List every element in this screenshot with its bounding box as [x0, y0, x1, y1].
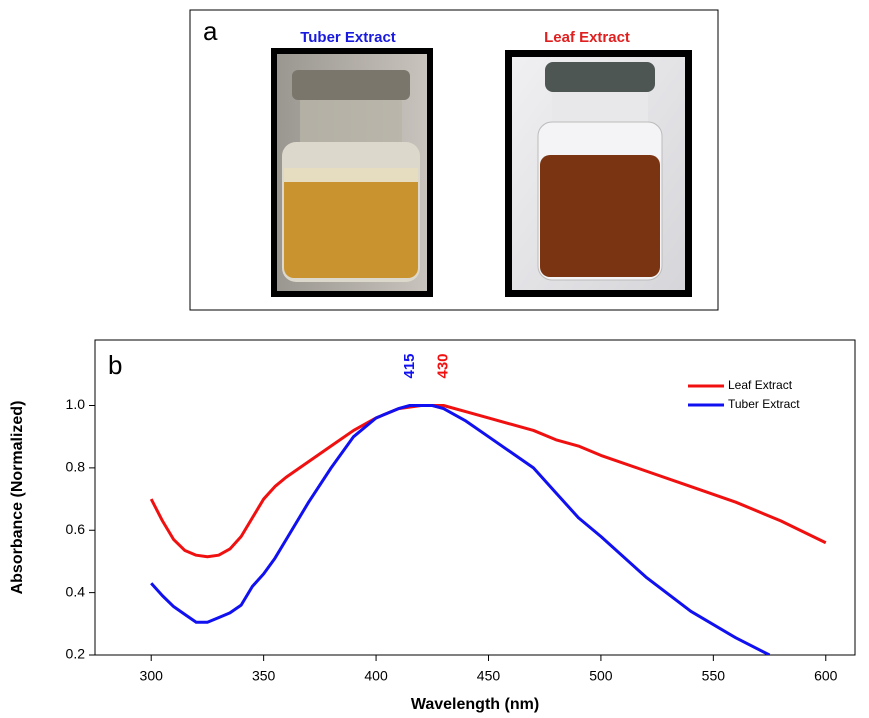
x-tick-label: 500	[589, 668, 613, 684]
y-tick-label: 0.8	[66, 459, 86, 475]
y-tick-label: 0.4	[66, 583, 86, 599]
legend-label: Leaf Extract	[728, 378, 793, 392]
line-series	[150, 403, 771, 655]
photo-tuber	[271, 48, 433, 297]
x-tick-label: 450	[477, 668, 501, 684]
x-tick-label: 350	[252, 668, 276, 684]
image-title: Tuber Extract	[300, 29, 396, 46]
line-series	[149, 403, 827, 559]
y-tick-label: 1.0	[66, 396, 86, 412]
photo-leaf	[505, 50, 692, 297]
y-axis-title: Absorbance (Normalized)	[9, 401, 26, 595]
x-axis-title: Wavelength (nm)	[411, 696, 539, 713]
panel-label: b	[108, 350, 122, 380]
legend-label: Tuber Extract	[728, 397, 800, 411]
panel-label: a	[203, 16, 218, 46]
x-tick-label: 600	[814, 668, 838, 684]
peak-annotation: 415	[401, 353, 418, 378]
image-title: Leaf Extract	[544, 29, 630, 46]
y-tick-label: 0.2	[66, 646, 86, 662]
plot-frame	[94, 339, 856, 656]
peak-annotation: 430	[434, 353, 451, 378]
x-tick-label: 300	[140, 668, 164, 684]
y-tick-label: 0.6	[66, 521, 86, 537]
x-tick-label: 400	[364, 668, 388, 684]
series-group	[149, 403, 827, 655]
x-tick-label: 550	[702, 668, 726, 684]
